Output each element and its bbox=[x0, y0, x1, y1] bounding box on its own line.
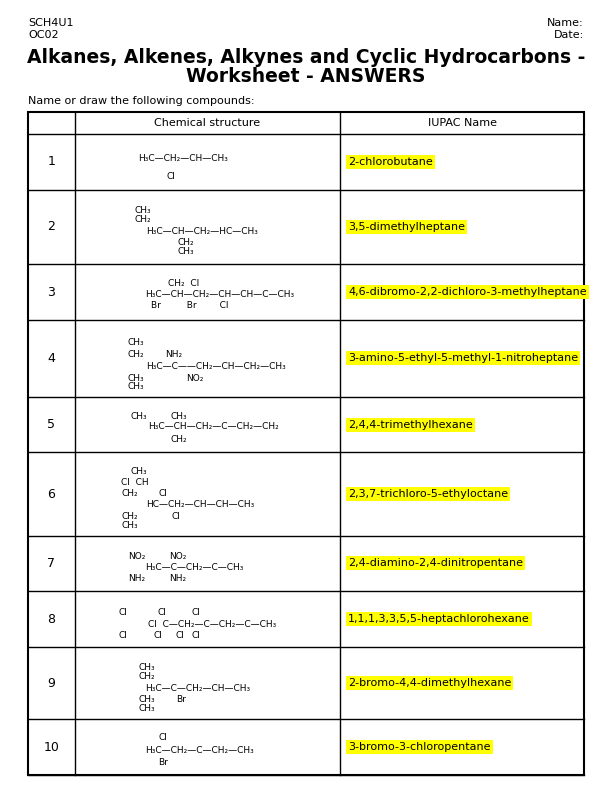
Text: H₃C—C——CH₂—CH—CH₂—CH₃: H₃C—C——CH₂—CH—CH₂—CH₃ bbox=[146, 361, 286, 371]
Text: HC—CH₂—CH—CH—CH₃: HC—CH₂—CH—CH—CH₃ bbox=[146, 501, 255, 509]
Text: 5: 5 bbox=[48, 418, 56, 431]
Text: CH₃: CH₃ bbox=[177, 247, 193, 256]
Text: 2-bromo-4,4-dimethylhexane: 2-bromo-4,4-dimethylhexane bbox=[348, 678, 512, 688]
Text: Cl: Cl bbox=[166, 172, 175, 181]
Text: 7: 7 bbox=[48, 557, 56, 570]
Text: Worksheet - ANSWERS: Worksheet - ANSWERS bbox=[186, 67, 426, 86]
Text: 2,4,4-trimethylhexane: 2,4,4-trimethylhexane bbox=[348, 420, 472, 429]
Text: Cl: Cl bbox=[159, 733, 167, 742]
Text: CH₃: CH₃ bbox=[135, 206, 151, 215]
Text: CH₃: CH₃ bbox=[130, 412, 147, 421]
Text: Alkanes, Alkenes, Alkynes and Cyclic Hydrocarbons -: Alkanes, Alkenes, Alkynes and Cyclic Hyd… bbox=[27, 48, 585, 67]
Text: 1,1,1,3,3,5,5-heptachlorohexane: 1,1,1,3,3,5,5-heptachlorohexane bbox=[348, 614, 530, 624]
Text: IUPAC Name: IUPAC Name bbox=[428, 118, 496, 128]
Text: CH₂: CH₂ bbox=[177, 238, 193, 247]
Text: 6: 6 bbox=[48, 488, 56, 501]
Text: Cl  CH: Cl CH bbox=[121, 478, 149, 487]
Text: CH₂: CH₂ bbox=[121, 489, 138, 497]
Text: 4,6-dibromo-2,2-dichloro-3-methylheptane: 4,6-dibromo-2,2-dichloro-3-methylheptane bbox=[348, 287, 587, 297]
Text: Br: Br bbox=[176, 695, 185, 704]
Text: Br         Br        Cl: Br Br Cl bbox=[151, 301, 228, 310]
Text: CH₂: CH₂ bbox=[170, 435, 187, 444]
Text: Name:: Name: bbox=[547, 18, 584, 28]
Text: H₃C—CH—CH₂—C—CH₂—CH₂: H₃C—CH—CH₂—C—CH₂—CH₂ bbox=[148, 422, 278, 432]
Text: NO₂: NO₂ bbox=[169, 552, 187, 561]
Text: CH₂: CH₂ bbox=[128, 350, 144, 359]
Text: Br: Br bbox=[159, 758, 168, 767]
Bar bbox=[28, 112, 584, 775]
Text: 8: 8 bbox=[48, 612, 56, 626]
Text: H₃C—C—CH₂—CH—CH₃: H₃C—C—CH₂—CH—CH₃ bbox=[145, 683, 250, 693]
Text: NH₂: NH₂ bbox=[169, 574, 186, 583]
Text: 3: 3 bbox=[48, 286, 56, 299]
Text: CH₃: CH₃ bbox=[138, 704, 155, 713]
Text: 2,3,7-trichloro-5-ethyloctane: 2,3,7-trichloro-5-ethyloctane bbox=[348, 489, 508, 499]
Text: Cl: Cl bbox=[176, 631, 185, 640]
Text: Name or draw the following compounds:: Name or draw the following compounds: bbox=[28, 96, 255, 106]
Text: H₃C—CH—CH₂—HC—CH₃: H₃C—CH—CH₂—HC—CH₃ bbox=[146, 227, 258, 236]
Text: CH₃: CH₃ bbox=[128, 374, 144, 383]
Text: Cl: Cl bbox=[119, 631, 127, 640]
Text: CH₂: CH₂ bbox=[135, 215, 151, 224]
Text: Date:: Date: bbox=[554, 30, 584, 40]
Text: H₃C—CH—CH₂—CH—CH—C—CH₃: H₃C—CH—CH₂—CH—CH—C—CH₃ bbox=[145, 290, 294, 299]
Text: H₃C—CH₂—C—CH₂—CH₃: H₃C—CH₂—C—CH₂—CH₃ bbox=[145, 745, 254, 755]
Text: 10: 10 bbox=[43, 741, 59, 754]
Text: CH₃: CH₃ bbox=[138, 664, 155, 672]
Text: Cl  C—CH₂—C—CH₂—C—CH₃: Cl C—CH₂—C—CH₂—C—CH₃ bbox=[148, 619, 276, 629]
Text: CH₃: CH₃ bbox=[128, 338, 144, 348]
Text: H₃C—CH₂—CH—CH₃: H₃C—CH₂—CH—CH₃ bbox=[138, 154, 228, 163]
Text: Cl: Cl bbox=[192, 607, 201, 617]
Text: Cl: Cl bbox=[119, 607, 127, 617]
Text: 3,5-dimethylheptane: 3,5-dimethylheptane bbox=[348, 222, 465, 232]
Text: CH₃: CH₃ bbox=[138, 695, 155, 704]
Text: 1: 1 bbox=[48, 155, 56, 168]
Text: CH₂  Cl: CH₂ Cl bbox=[168, 279, 199, 287]
Text: 3-amino-5-ethyl-5-methyl-1-nitroheptane: 3-amino-5-ethyl-5-methyl-1-nitroheptane bbox=[348, 353, 578, 364]
Text: NH₂: NH₂ bbox=[128, 574, 145, 583]
Text: CH₃: CH₃ bbox=[130, 467, 147, 476]
Text: CH₂: CH₂ bbox=[121, 512, 138, 521]
Text: CH₂: CH₂ bbox=[138, 672, 155, 681]
Text: NO₂: NO₂ bbox=[186, 374, 204, 383]
Text: 3-bromo-3-chloropentane: 3-bromo-3-chloropentane bbox=[348, 742, 490, 752]
Text: H₃C—C—CH₂—C—CH₃: H₃C—C—CH₂—C—CH₃ bbox=[145, 563, 244, 572]
Text: 9: 9 bbox=[48, 676, 56, 690]
Text: Cl: Cl bbox=[192, 631, 201, 640]
Text: SCH4U1: SCH4U1 bbox=[28, 18, 73, 28]
Text: CH₃: CH₃ bbox=[128, 383, 144, 391]
Text: Cl: Cl bbox=[159, 489, 167, 497]
Text: 2,4-diamino-2,4-dinitropentane: 2,4-diamino-2,4-dinitropentane bbox=[348, 558, 523, 569]
Text: NO₂: NO₂ bbox=[128, 552, 146, 561]
Text: Chemical structure: Chemical structure bbox=[154, 118, 261, 128]
Text: 2: 2 bbox=[48, 220, 56, 234]
Text: CH₃: CH₃ bbox=[121, 521, 138, 530]
Text: Cl: Cl bbox=[172, 512, 181, 521]
Text: CH₃: CH₃ bbox=[170, 412, 187, 421]
Text: 2-chlorobutane: 2-chlorobutane bbox=[348, 157, 433, 167]
Text: NH₂: NH₂ bbox=[165, 350, 182, 359]
Text: OC02: OC02 bbox=[28, 30, 59, 40]
Text: Cl: Cl bbox=[157, 607, 166, 617]
Text: Cl: Cl bbox=[153, 631, 162, 640]
Text: 4: 4 bbox=[48, 352, 56, 365]
